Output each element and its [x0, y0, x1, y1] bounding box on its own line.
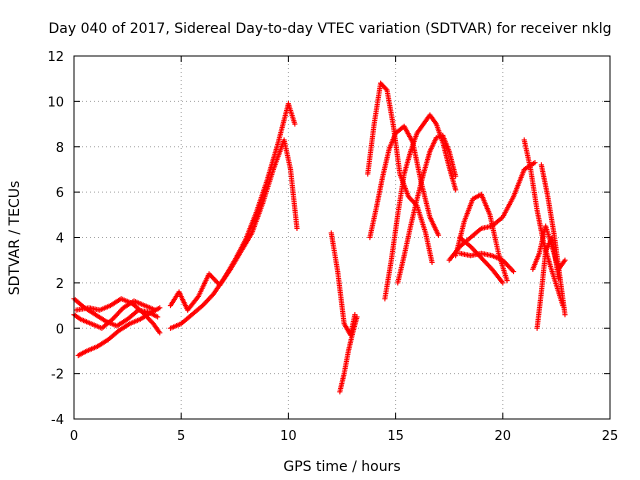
data-point: [532, 160, 538, 166]
x-tick-label: 20: [495, 429, 512, 444]
data-point: [115, 310, 122, 316]
series-arc-4a: [365, 80, 435, 266]
series-arc-4c: [382, 112, 459, 302]
data-point: [504, 262, 511, 268]
y-tick-label: 6: [56, 186, 64, 201]
data-point: [504, 278, 510, 284]
data-point: [502, 260, 508, 266]
data-point: [118, 307, 124, 313]
series-arc-2b: [167, 137, 300, 313]
data-point: [205, 296, 212, 302]
chart-title: Day 040 of 2017, Sidereal Day-to-day VTE…: [49, 21, 612, 37]
tick-labels: 0 5 10 15 20 25 -4 -2 0 2 4 6 8 10 12: [47, 50, 618, 444]
data-point: [157, 305, 163, 311]
data-point: [208, 273, 215, 279]
data-point: [482, 259, 488, 265]
data-point: [469, 245, 475, 251]
series-arc-2a: [167, 101, 298, 331]
data-point: [429, 259, 435, 266]
plot-area-border: [73, 55, 611, 420]
y-tick-label: 10: [47, 95, 64, 110]
y-tick-label: 12: [47, 50, 64, 65]
x-axis-label: GPS time / hours: [283, 459, 400, 475]
data-point: [208, 294, 214, 300]
y-tick-label: 2: [56, 277, 64, 292]
data-point: [114, 311, 120, 317]
data-point: [483, 260, 489, 266]
data-point: [471, 247, 477, 253]
data-point: [481, 257, 487, 264]
data-points: [71, 80, 568, 395]
data-point: [479, 256, 486, 262]
series-arc-1d: [73, 296, 163, 336]
data-point: [212, 277, 218, 283]
data-point: [484, 261, 490, 267]
data-point: [487, 264, 493, 270]
data-point: [510, 268, 517, 275]
data-point: [147, 317, 153, 323]
y-tick-label: 4: [56, 232, 64, 247]
data-point: [117, 309, 123, 315]
data-point: [211, 276, 217, 282]
data-point: [202, 300, 208, 306]
x-tick-label: 0: [70, 429, 78, 444]
data-point: [204, 297, 211, 304]
data-point: [203, 299, 209, 305]
data-point: [292, 121, 298, 127]
data-point: [113, 312, 119, 318]
data-point: [354, 314, 360, 320]
data-point: [112, 314, 118, 320]
series-arc-6d: [538, 162, 568, 318]
data-point: [470, 246, 476, 252]
series-arc-4d: [395, 132, 459, 286]
data-point: [506, 263, 512, 270]
y-tick-label: -4: [51, 413, 64, 428]
data-point: [294, 225, 300, 232]
series-arc-6a: [521, 137, 566, 309]
data-point: [453, 173, 459, 179]
data-point: [383, 86, 389, 92]
data-point: [435, 232, 442, 238]
data-point: [201, 301, 207, 307]
x-tick-label: 15: [387, 429, 404, 444]
data-point: [509, 267, 515, 273]
x-tick-label: 5: [177, 429, 185, 444]
data-point: [148, 318, 154, 324]
data-point: [485, 262, 492, 269]
series-arc-5d: [457, 234, 506, 286]
x-tick-label: 10: [280, 429, 297, 444]
y-tick-label: 0: [56, 322, 64, 337]
data-point: [157, 330, 163, 336]
data-point: [500, 280, 506, 286]
data-point: [155, 314, 161, 320]
x-tick-label: 25: [602, 429, 619, 444]
y-tick-label: -2: [51, 368, 64, 383]
data-point: [508, 266, 514, 272]
data-point: [111, 315, 117, 321]
y-tick-label: 8: [56, 141, 64, 156]
data-point: [507, 265, 513, 271]
data-point: [453, 187, 459, 193]
data-point: [562, 312, 568, 318]
data-point: [207, 295, 213, 301]
series-arc-3b: [337, 314, 360, 395]
data-point: [562, 257, 568, 263]
y-axis-label: SDTVAR / TECUs: [7, 181, 23, 296]
grid: [73, 55, 611, 420]
